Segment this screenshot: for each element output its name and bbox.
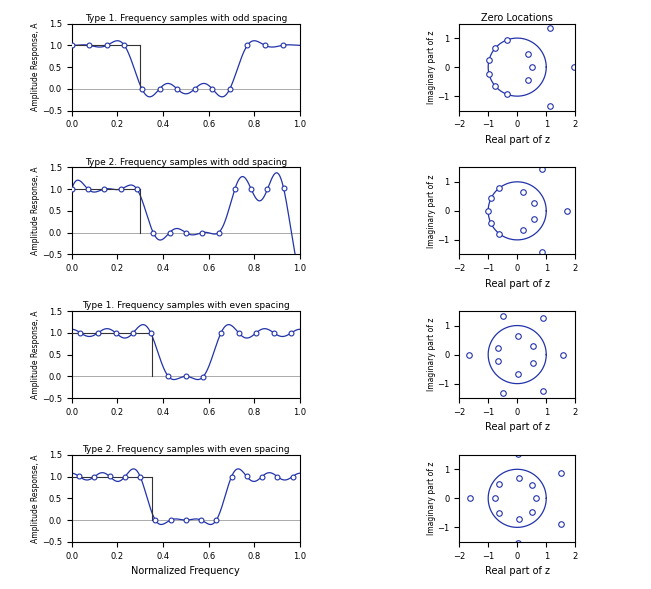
X-axis label: Real part of z: Real part of z [485,279,549,289]
Y-axis label: Imaginary part of z: Imaginary part of z [427,174,436,247]
Title: Zero Locations: Zero Locations [481,13,553,23]
Y-axis label: Imaginary part of z: Imaginary part of z [427,318,436,391]
X-axis label: Real part of z: Real part of z [485,566,549,576]
Y-axis label: Amplitude Response, A: Amplitude Response, A [31,310,40,399]
Title: Type 1. Frequency samples with odd spacing: Type 1. Frequency samples with odd spaci… [85,14,287,23]
Y-axis label: Amplitude Response, A: Amplitude Response, A [31,454,40,542]
X-axis label: Real part of z: Real part of z [485,422,549,432]
Y-axis label: Imaginary part of z: Imaginary part of z [427,462,436,535]
Y-axis label: Amplitude Response, A: Amplitude Response, A [31,167,40,255]
Title: Type 2. Frequency samples with odd spacing: Type 2. Frequency samples with odd spaci… [85,157,287,167]
Title: Type 2. Frequency samples with even spacing: Type 2. Frequency samples with even spac… [82,445,290,454]
X-axis label: Normalized Frequency: Normalized Frequency [132,566,240,576]
X-axis label: Real part of z: Real part of z [485,135,549,145]
Y-axis label: Imaginary part of z: Imaginary part of z [427,31,436,104]
Title: Type 1. Frequency samples with even spacing: Type 1. Frequency samples with even spac… [82,301,290,310]
Y-axis label: Amplitude Response, A: Amplitude Response, A [31,23,40,111]
